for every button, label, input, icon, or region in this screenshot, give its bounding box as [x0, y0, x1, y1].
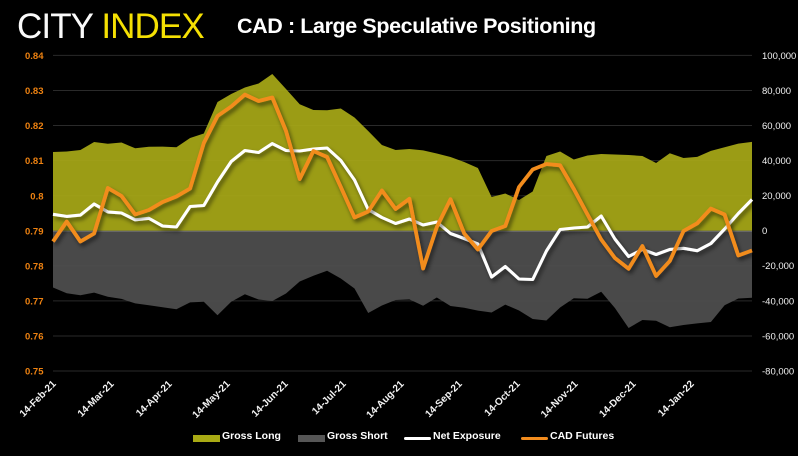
svg-text:0.79: 0.79: [25, 226, 44, 237]
svg-text:0.76: 0.76: [25, 332, 44, 343]
svg-text:14-May-21: 14-May-21: [191, 379, 233, 421]
svg-text:14-Jun-21: 14-Jun-21: [250, 379, 291, 420]
svg-text:80,000: 80,000: [762, 86, 791, 97]
svg-text:40,000: 40,000: [762, 156, 791, 167]
svg-text:-20,000: -20,000: [762, 261, 794, 272]
svg-text:-80,000: -80,000: [762, 366, 794, 377]
svg-text:14-Jan-22: 14-Jan-22: [656, 379, 697, 420]
svg-text:0.81: 0.81: [25, 156, 44, 167]
svg-text:14-Nov-21: 14-Nov-21: [539, 379, 581, 421]
svg-text:14-Dec-21: 14-Dec-21: [597, 379, 638, 420]
svg-text:0.8: 0.8: [30, 191, 43, 202]
svg-text:14-Jul-21: 14-Jul-21: [310, 379, 349, 418]
svg-text:0.78: 0.78: [25, 261, 44, 272]
svg-text:0.77: 0.77: [25, 297, 44, 308]
svg-text:0.75: 0.75: [25, 367, 44, 378]
svg-text:20,000: 20,000: [762, 191, 791, 202]
svg-text:-60,000: -60,000: [762, 331, 794, 342]
svg-text:14-Oct-21: 14-Oct-21: [483, 379, 523, 419]
svg-text:100,000: 100,000: [762, 51, 796, 62]
svg-text:14-Mar-21: 14-Mar-21: [76, 379, 117, 420]
svg-text:0.82: 0.82: [25, 121, 44, 132]
svg-text:14-Feb-21: 14-Feb-21: [18, 379, 59, 420]
svg-text:14-Sep-21: 14-Sep-21: [423, 379, 464, 420]
svg-text:14-Apr-21: 14-Apr-21: [134, 379, 175, 420]
svg-text:0.83: 0.83: [25, 86, 44, 97]
svg-text:-40,000: -40,000: [762, 296, 794, 307]
svg-text:0: 0: [762, 226, 767, 237]
svg-text:0.84: 0.84: [25, 51, 44, 62]
svg-text:14-Aug-21: 14-Aug-21: [365, 379, 407, 421]
svg-text:60,000: 60,000: [762, 121, 791, 132]
